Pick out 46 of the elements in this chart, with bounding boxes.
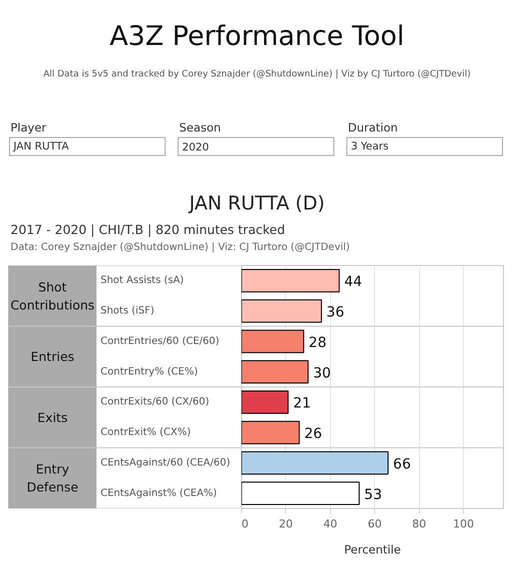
- y-tick-label: ContrExits/60 (CX/60): [100, 396, 210, 408]
- text: Player: [10, 120, 47, 134]
- bar: [242, 482, 360, 506]
- y-tick-label: ContrExit% (CX%): [100, 427, 191, 438]
- data-label: 53: [364, 486, 382, 503]
- text: 3 Years: [350, 140, 389, 152]
- y-tick-label: Shot Assists (sA): [100, 275, 184, 286]
- text: Entry Defense: [26, 462, 79, 495]
- data-label: 26: [304, 426, 322, 442]
- x-tick-label: 60: [368, 518, 382, 530]
- text: Data: Corey Sznajder (@ShutdownLine) | Viz: CJ Turtoro (@CJTDevil): [10, 242, 350, 253]
- text: JAN RUTTA: [12, 140, 70, 152]
- data-label: 28: [308, 334, 326, 351]
- bar: [242, 390, 289, 414]
- bar: [242, 330, 304, 354]
- text: Entries: [30, 349, 74, 364]
- x-tick-label: 0: [242, 518, 248, 530]
- bar: [242, 299, 322, 323]
- text: 2020: [182, 142, 209, 154]
- bar: [242, 451, 389, 475]
- x-axis-title: Percentile: [344, 542, 401, 556]
- chart-subtitle: 2017 - 2020 | CHI/T.B | 820 minutes tracked: [10, 222, 286, 237]
- data-label: 44: [344, 274, 362, 290]
- text: Duration: [348, 120, 398, 134]
- text: Exits: [37, 410, 68, 425]
- y-tick-label: CEntsAgainst/60 (CEA/60): [100, 457, 230, 468]
- text: A3Z Performance Tool: [110, 21, 404, 52]
- x-tick-label: 20: [278, 518, 293, 530]
- chart-title: JAN RUTTA (D): [188, 192, 325, 214]
- text: Season: [179, 120, 221, 134]
- data-label: 21: [293, 396, 311, 412]
- bar: [242, 360, 309, 384]
- data-label: 36: [326, 304, 344, 321]
- bar: [242, 268, 340, 292]
- y-tick-label: Shots (iSF): [100, 306, 154, 317]
- text: All Data is 5v5 and tracked by Corey Sznajder (@ShutdownLine) | Viz by CJ Turtoro (@CJTDevil): [43, 70, 471, 80]
- x-tick-label: 40: [323, 518, 338, 530]
- data-label: 66: [393, 456, 411, 472]
- y-tick-label: ContrEntry% (CE%): [100, 366, 198, 378]
- text: Shot Contributions: [10, 279, 95, 312]
- x-tick-label: 80: [412, 518, 426, 530]
- x-tick-label: 100: [453, 518, 474, 530]
- y-tick-label: ContrEntries/60 (CE/60): [100, 336, 220, 347]
- data-label: 30: [313, 365, 331, 382]
- bar: [242, 420, 300, 444]
- y-tick-label: CEntsAgainst% (CEA%): [100, 488, 218, 499]
